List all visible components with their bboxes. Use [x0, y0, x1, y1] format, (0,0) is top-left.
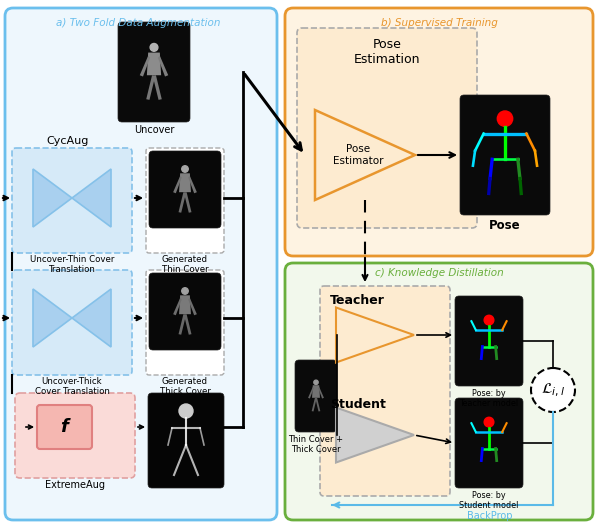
Polygon shape — [312, 385, 320, 398]
Circle shape — [150, 44, 158, 51]
Polygon shape — [153, 75, 162, 100]
Polygon shape — [173, 176, 182, 193]
FancyBboxPatch shape — [285, 8, 593, 256]
FancyBboxPatch shape — [146, 270, 224, 375]
Polygon shape — [147, 53, 161, 75]
Circle shape — [182, 166, 188, 172]
Polygon shape — [179, 173, 191, 192]
Text: c) Knowledge Distillation: c) Knowledge Distillation — [374, 268, 503, 278]
Text: a) Two Fold Data Augmentation: a) Two Fold Data Augmentation — [56, 18, 220, 28]
FancyBboxPatch shape — [37, 405, 92, 449]
Text: $\mathcal{L}_{i,l}$: $\mathcal{L}_{i,l}$ — [541, 381, 565, 399]
Text: f: f — [61, 418, 68, 436]
Polygon shape — [184, 192, 191, 213]
FancyBboxPatch shape — [460, 95, 550, 215]
Polygon shape — [336, 408, 414, 462]
Circle shape — [179, 404, 193, 418]
Text: Uncover-Thin Cover
Translation: Uncover-Thin Cover Translation — [30, 255, 114, 275]
Polygon shape — [173, 298, 182, 315]
Text: Teacher: Teacher — [330, 294, 385, 307]
Polygon shape — [188, 176, 197, 193]
FancyBboxPatch shape — [455, 296, 523, 386]
Text: Thin Cover +
Thick Cover: Thin Cover + Thick Cover — [289, 435, 343, 454]
Circle shape — [531, 368, 575, 412]
Text: Generated
Thick Cover: Generated Thick Cover — [160, 377, 211, 397]
Polygon shape — [179, 192, 186, 213]
Text: Uncover-Thick
Cover Translation: Uncover-Thick Cover Translation — [35, 377, 109, 397]
Polygon shape — [315, 398, 320, 411]
Text: Pose
Estimation: Pose Estimation — [354, 38, 420, 66]
FancyBboxPatch shape — [12, 148, 132, 253]
Text: Pose: Pose — [489, 219, 521, 232]
FancyBboxPatch shape — [15, 393, 135, 478]
Polygon shape — [72, 289, 111, 347]
FancyBboxPatch shape — [146, 148, 224, 253]
Polygon shape — [33, 169, 72, 227]
Polygon shape — [318, 387, 324, 399]
FancyBboxPatch shape — [295, 360, 337, 432]
Polygon shape — [308, 387, 314, 399]
Polygon shape — [146, 75, 155, 100]
FancyBboxPatch shape — [5, 8, 277, 520]
Text: CycAug: CycAug — [47, 136, 89, 146]
Polygon shape — [184, 314, 191, 335]
Text: Pose: by
Student model: Pose: by Student model — [460, 491, 518, 510]
Circle shape — [497, 111, 512, 126]
Polygon shape — [33, 289, 72, 347]
Text: b) Supervised Training: b) Supervised Training — [380, 18, 497, 28]
Circle shape — [484, 315, 494, 325]
Polygon shape — [140, 56, 150, 77]
Text: Student: Student — [330, 398, 386, 411]
Polygon shape — [188, 298, 197, 315]
FancyBboxPatch shape — [118, 22, 190, 122]
FancyBboxPatch shape — [12, 270, 132, 375]
Circle shape — [484, 417, 494, 427]
FancyBboxPatch shape — [455, 398, 523, 488]
FancyBboxPatch shape — [285, 263, 593, 520]
FancyBboxPatch shape — [320, 286, 450, 496]
Polygon shape — [72, 169, 111, 227]
Text: Pose: by
Teacher model: Pose: by Teacher model — [460, 389, 518, 408]
FancyBboxPatch shape — [297, 28, 477, 228]
Text: BackProp: BackProp — [467, 511, 513, 521]
Polygon shape — [158, 56, 168, 77]
Text: ExtremeAug: ExtremeAug — [45, 480, 105, 490]
Text: Pose
Estimator: Pose Estimator — [333, 144, 383, 166]
Polygon shape — [315, 110, 415, 200]
FancyBboxPatch shape — [148, 393, 224, 488]
Polygon shape — [179, 314, 186, 335]
Text: Generated
Thin Cover: Generated Thin Cover — [161, 255, 208, 275]
Polygon shape — [336, 308, 414, 362]
FancyBboxPatch shape — [149, 151, 221, 228]
Circle shape — [182, 288, 188, 294]
FancyBboxPatch shape — [149, 273, 221, 350]
Polygon shape — [311, 398, 317, 411]
Circle shape — [314, 380, 318, 385]
Polygon shape — [179, 295, 191, 314]
Text: Uncover: Uncover — [134, 125, 174, 135]
